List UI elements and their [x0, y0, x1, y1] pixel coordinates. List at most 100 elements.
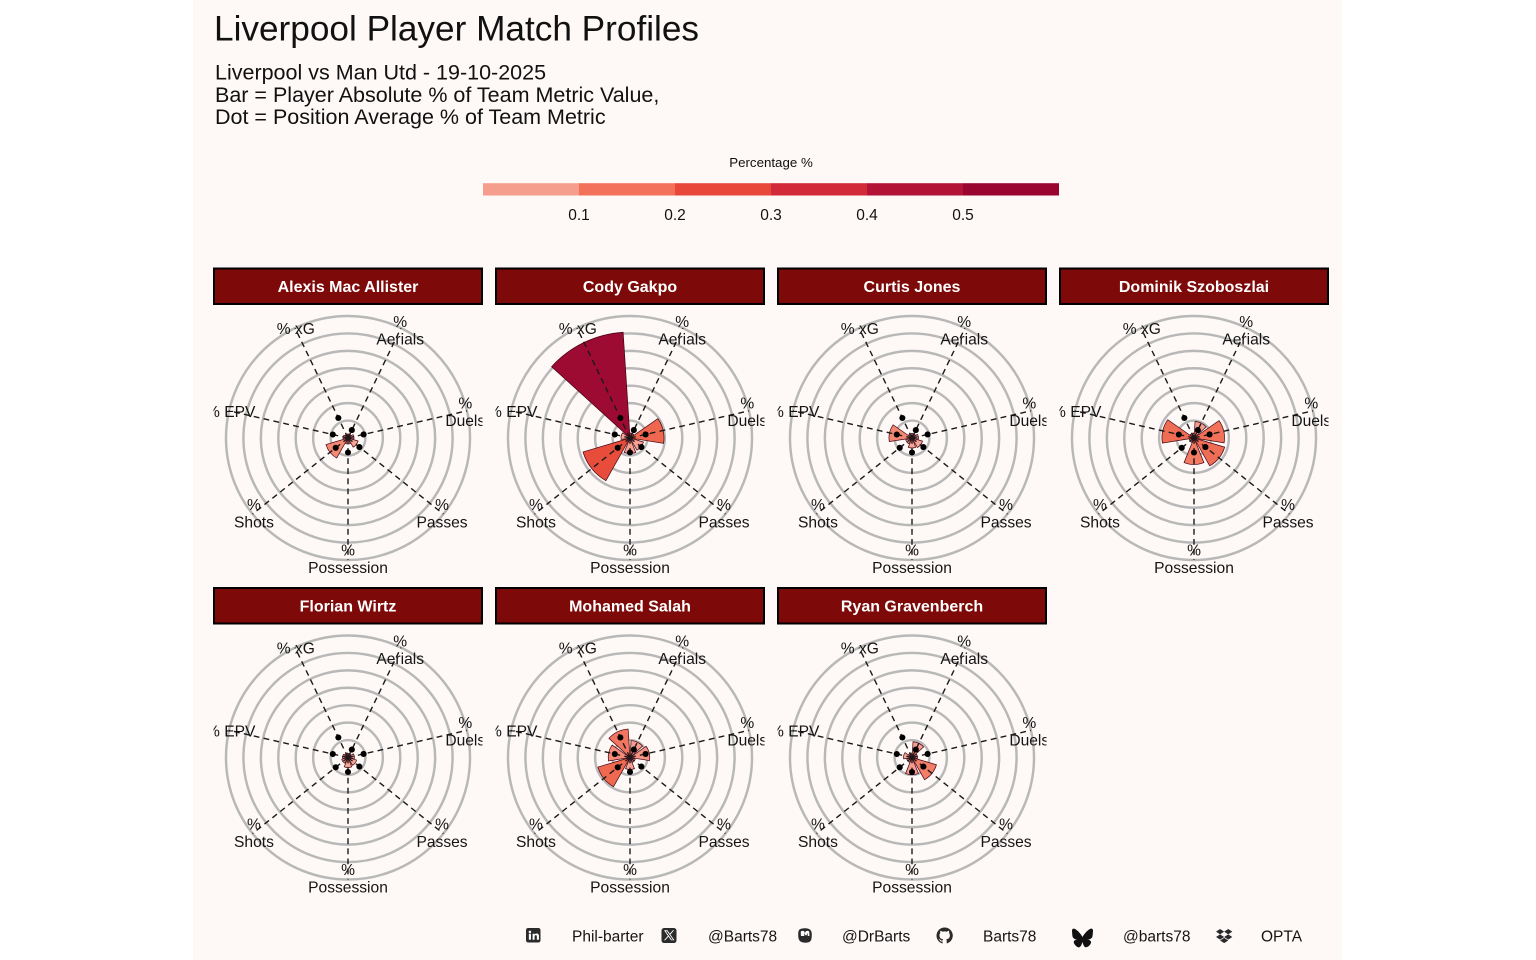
- svg-text:Shots: Shots: [798, 515, 838, 532]
- svg-text:%: %: [957, 633, 971, 650]
- svg-text:0.5: 0.5: [952, 207, 974, 224]
- svg-text:%: %: [247, 817, 261, 834]
- svg-text:%: %: [458, 395, 472, 412]
- svg-text:% xG: % xG: [277, 641, 315, 658]
- svg-text:Percentage %: Percentage %: [729, 155, 813, 170]
- svg-text:%: %: [458, 715, 472, 732]
- svg-text:Possession: Possession: [872, 880, 952, 897]
- svg-text:%: %: [341, 543, 355, 560]
- svg-text:Liverpool vs Man Utd - 19-10-2: Liverpool vs Man Utd - 19-10-2025: [215, 61, 546, 85]
- svg-text:%: %: [393, 633, 407, 650]
- svg-text:@Barts78: @Barts78: [708, 929, 777, 946]
- svg-text:Passes: Passes: [416, 515, 467, 532]
- svg-text:Passes: Passes: [698, 515, 749, 532]
- svg-text:%: %: [341, 862, 355, 879]
- svg-text:Shots: Shots: [516, 834, 556, 851]
- svg-text:%: %: [393, 314, 407, 331]
- svg-text:%: %: [717, 497, 731, 514]
- svg-text:@barts78: @barts78: [1123, 929, 1190, 946]
- svg-text:% EPV: % EPV: [488, 404, 538, 421]
- svg-text:0.3: 0.3: [760, 207, 782, 224]
- svg-text:Shots: Shots: [234, 834, 274, 851]
- svg-text:Duels: Duels: [1291, 413, 1331, 430]
- svg-text:%: %: [1022, 395, 1036, 412]
- svg-text:Shots: Shots: [516, 515, 556, 532]
- svg-text:Curtis Jones: Curtis Jones: [864, 279, 961, 296]
- svg-text:% xG: % xG: [559, 641, 597, 658]
- svg-text:Alexis Mac Allister: Alexis Mac Allister: [278, 279, 419, 296]
- svg-text:%: %: [247, 497, 261, 514]
- svg-text:Possession: Possession: [872, 560, 952, 577]
- svg-text:%: %: [905, 543, 919, 560]
- svg-text:Duels: Duels: [727, 413, 767, 430]
- svg-text:Dominik Szoboszlai: Dominik Szoboszlai: [1119, 279, 1269, 296]
- svg-text:Duels: Duels: [445, 413, 485, 430]
- svg-text:Passes: Passes: [416, 834, 467, 851]
- svg-text:Passes: Passes: [1262, 515, 1313, 532]
- svg-text:Possession: Possession: [1154, 560, 1234, 577]
- svg-text:@DrBarts: @DrBarts: [842, 929, 911, 946]
- svg-text:%: %: [529, 817, 543, 834]
- svg-text:%: %: [740, 715, 754, 732]
- svg-text:%: %: [999, 497, 1013, 514]
- svg-text:% xG: % xG: [841, 321, 879, 338]
- svg-text:Aerials: Aerials: [658, 651, 706, 668]
- svg-text:0.2: 0.2: [664, 207, 686, 224]
- svg-text:% EPV: % EPV: [770, 404, 820, 421]
- svg-text:Shots: Shots: [1080, 515, 1120, 532]
- svg-text:Passes: Passes: [980, 834, 1031, 851]
- svg-text:Aerials: Aerials: [376, 651, 424, 668]
- svg-text:Aerials: Aerials: [658, 331, 706, 348]
- svg-text:Duels: Duels: [1009, 413, 1049, 430]
- svg-text:Aerials: Aerials: [940, 651, 988, 668]
- svg-text:%: %: [675, 314, 689, 331]
- svg-text:%: %: [1304, 395, 1318, 412]
- svg-text:%: %: [957, 314, 971, 331]
- svg-text:Aerials: Aerials: [376, 331, 424, 348]
- svg-text:%: %: [1093, 497, 1107, 514]
- svg-text:% xG: % xG: [277, 321, 315, 338]
- svg-text:%: %: [435, 497, 449, 514]
- svg-text:Ryan Gravenberch: Ryan Gravenberch: [841, 599, 983, 616]
- svg-text:% xG: % xG: [559, 321, 597, 338]
- svg-text:Shots: Shots: [798, 834, 838, 851]
- svg-text:Dot = Position Average % of Te: Dot = Position Average % of Team Metric: [215, 105, 606, 129]
- svg-text:%: %: [675, 633, 689, 650]
- svg-text:Possession: Possession: [590, 880, 670, 897]
- svg-text:% EPV: % EPV: [488, 724, 538, 741]
- svg-text:%: %: [717, 817, 731, 834]
- svg-text:Barts78: Barts78: [983, 929, 1036, 946]
- svg-text:Passes: Passes: [980, 515, 1031, 532]
- svg-text:%: %: [999, 817, 1013, 834]
- svg-text:%: %: [1022, 715, 1036, 732]
- svg-text:%: %: [811, 817, 825, 834]
- svg-text:%: %: [529, 497, 543, 514]
- svg-text:Bar = Player Absolute % of Tea: Bar = Player Absolute % of Team Metric V…: [215, 83, 659, 107]
- svg-text:%: %: [905, 862, 919, 879]
- svg-text:Cody Gakpo: Cody Gakpo: [583, 279, 677, 296]
- svg-text:Passes: Passes: [698, 834, 749, 851]
- svg-text:Possession: Possession: [590, 560, 670, 577]
- svg-text:%: %: [435, 817, 449, 834]
- svg-text:%: %: [811, 497, 825, 514]
- svg-text:%: %: [740, 395, 754, 412]
- svg-text:% EPV: % EPV: [1052, 404, 1102, 421]
- svg-text:%: %: [623, 862, 637, 879]
- svg-text:Duels: Duels: [445, 732, 485, 749]
- svg-text:% xG: % xG: [841, 641, 879, 658]
- svg-text:Shots: Shots: [234, 515, 274, 532]
- svg-text:Aerials: Aerials: [940, 331, 988, 348]
- svg-text:%: %: [1187, 543, 1201, 560]
- svg-text:Mohamed Salah: Mohamed Salah: [569, 599, 691, 616]
- svg-text:% xG: % xG: [1123, 321, 1161, 338]
- svg-text:Duels: Duels: [727, 732, 767, 749]
- svg-text:Duels: Duels: [1009, 732, 1049, 749]
- svg-text:0.1: 0.1: [568, 207, 590, 224]
- svg-text:Possession: Possession: [308, 560, 388, 577]
- svg-text:% EPV: % EPV: [770, 724, 820, 741]
- svg-text:Florian Wirtz: Florian Wirtz: [300, 599, 397, 616]
- svg-text:0.4: 0.4: [856, 207, 878, 224]
- svg-text:Aerials: Aerials: [1222, 331, 1270, 348]
- svg-text:%: %: [623, 543, 637, 560]
- svg-text:OPTA: OPTA: [1261, 929, 1303, 946]
